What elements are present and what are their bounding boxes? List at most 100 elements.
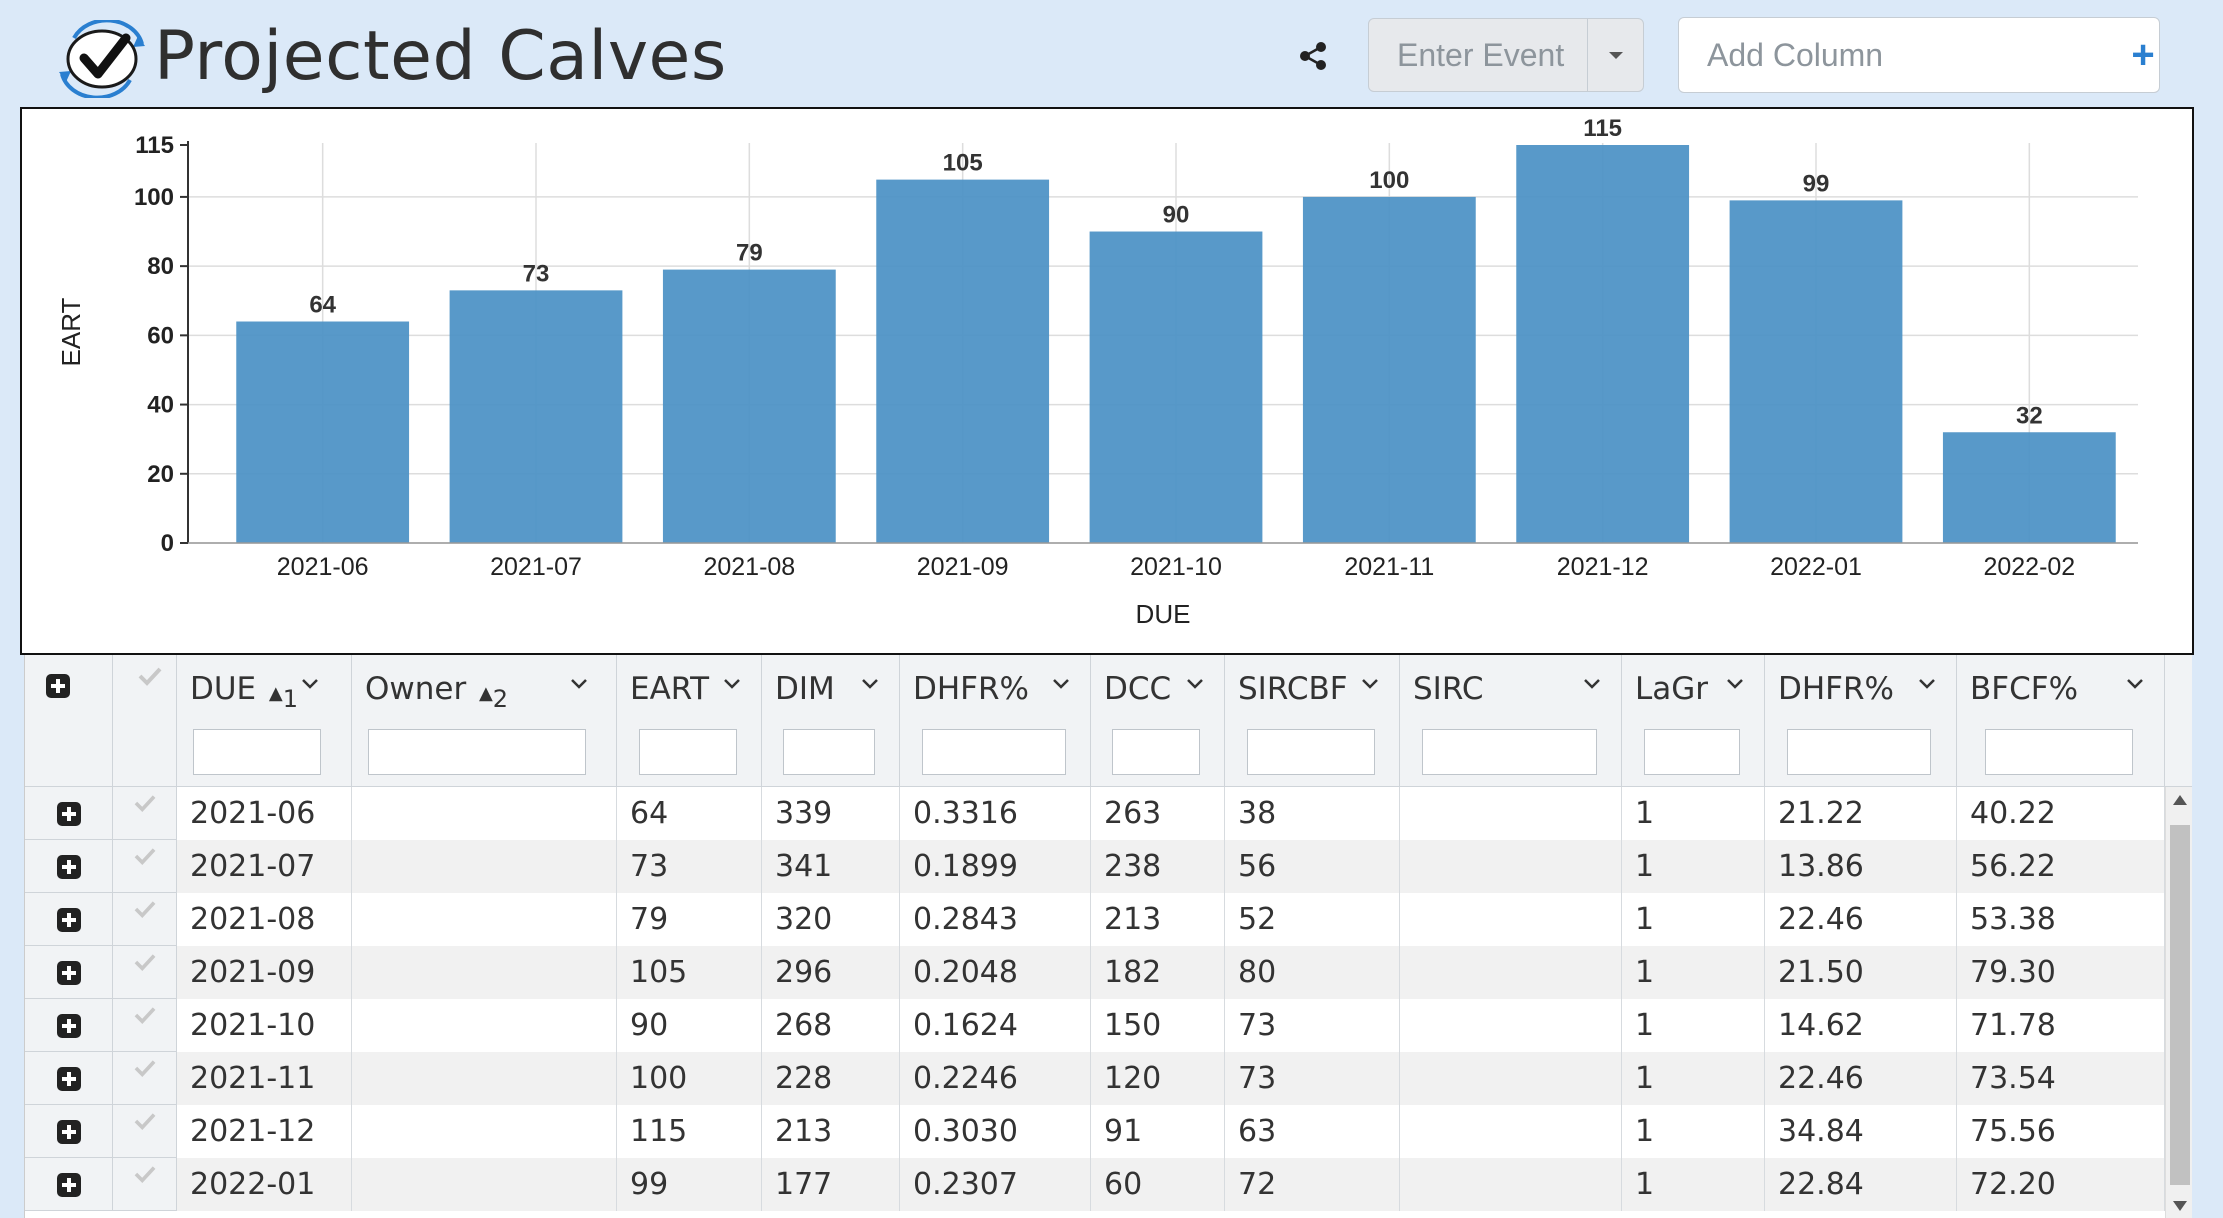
scroll-thumb[interactable]: [2170, 825, 2190, 1185]
cell-dhfr1[interactable]: 0.2048: [900, 946, 1091, 999]
column-menu-chevron-icon[interactable]: [1917, 677, 1941, 701]
cell-owner[interactable]: [352, 946, 617, 999]
cell-dhfr1[interactable]: 0.2307: [900, 1158, 1091, 1211]
cell-dim[interactable]: 339: [762, 787, 900, 840]
row-expand-button[interactable]: [25, 1158, 113, 1211]
cell-dcc[interactable]: 150: [1091, 999, 1225, 1052]
column-menu-chevron-icon[interactable]: [569, 677, 593, 701]
cell-due[interactable]: 2021-06: [177, 787, 352, 840]
row-select-checkbox[interactable]: [113, 946, 177, 999]
column-menu-chevron-icon[interactable]: [1185, 677, 1209, 701]
table-row[interactable]: 2021-11 100 228 0.2246 120 73 1 22.46 73.54: [25, 1052, 2165, 1105]
cell-eart[interactable]: 90: [617, 999, 762, 1052]
cell-dcc[interactable]: 91: [1091, 1105, 1225, 1158]
column-filter-input[interactable]: [1422, 729, 1597, 775]
row-select-checkbox[interactable]: [113, 1105, 177, 1158]
cell-dhfr1[interactable]: 0.2843: [900, 893, 1091, 946]
cell-dhfr1[interactable]: 0.2246: [900, 1052, 1091, 1105]
column-filter-input[interactable]: [1787, 729, 1931, 775]
column-header-sirc[interactable]: SIRC: [1400, 655, 1622, 787]
cell-eart[interactable]: 100: [617, 1052, 762, 1105]
cell-dim[interactable]: 268: [762, 999, 900, 1052]
share-button[interactable]: [1292, 34, 1336, 78]
column-menu-chevron-icon[interactable]: [722, 677, 746, 701]
cell-dim[interactable]: 296: [762, 946, 900, 999]
column-menu-chevron-icon[interactable]: [300, 677, 324, 701]
cell-dcc[interactable]: 263: [1091, 787, 1225, 840]
cell-dcc[interactable]: 120: [1091, 1052, 1225, 1105]
cell-dcc[interactable]: 238: [1091, 840, 1225, 893]
row-select-checkbox[interactable]: [113, 787, 177, 840]
cell-lagr[interactable]: 1: [1622, 1052, 1765, 1105]
cell-owner[interactable]: [352, 893, 617, 946]
column-filter-input[interactable]: [193, 729, 321, 775]
cell-dim[interactable]: 228: [762, 1052, 900, 1105]
table-row[interactable]: 2021-09 105 296 0.2048 182 80 1 21.50 79.30: [25, 946, 2165, 999]
column-header-bfcf[interactable]: BFCF%: [1957, 655, 2165, 787]
row-expand-button[interactable]: [25, 1052, 113, 1105]
column-header-eart[interactable]: EART: [617, 655, 762, 787]
column-filter-input[interactable]: [922, 729, 1066, 775]
column-filter-input[interactable]: [783, 729, 875, 775]
row-expand-button[interactable]: [25, 840, 113, 893]
enter-event-dropdown[interactable]: Enter Event: [1368, 18, 1644, 92]
scroll-down-arrow-icon[interactable]: [2173, 1201, 2187, 1211]
cell-lagr[interactable]: 1: [1622, 787, 1765, 840]
cell-dim[interactable]: 320: [762, 893, 900, 946]
add-column-plus-button[interactable]: +: [2127, 18, 2159, 92]
cell-due[interactable]: 2021-09: [177, 946, 352, 999]
row-expand-button[interactable]: [25, 999, 113, 1052]
cell-sircbf[interactable]: 63: [1225, 1105, 1400, 1158]
cell-due[interactable]: 2021-07: [177, 840, 352, 893]
cell-due[interactable]: 2021-08: [177, 893, 352, 946]
column-header-due[interactable]: DUE ▲1: [177, 655, 352, 787]
cell-eart[interactable]: 64: [617, 787, 762, 840]
row-select-checkbox[interactable]: [113, 1052, 177, 1105]
column-header-dcc[interactable]: DCC: [1091, 655, 1225, 787]
row-select-checkbox[interactable]: [113, 1158, 177, 1211]
column-menu-chevron-icon[interactable]: [860, 677, 884, 701]
cell-sircbf[interactable]: 52: [1225, 893, 1400, 946]
cell-sirc[interactable]: [1400, 787, 1622, 840]
cell-eart[interactable]: 105: [617, 946, 762, 999]
enter-event-button[interactable]: Enter Event: [1397, 36, 1565, 73]
cell-due[interactable]: 2021-12: [177, 1105, 352, 1158]
cell-due[interactable]: 2022-01: [177, 1158, 352, 1211]
cell-sirc[interactable]: [1400, 1052, 1622, 1105]
cell-dhfr1[interactable]: 0.3030: [900, 1105, 1091, 1158]
table-row[interactable]: 2021-08 79 320 0.2843 213 52 1 22.46 53.38: [25, 893, 2165, 946]
column-header-dhfr1[interactable]: DHFR%: [900, 655, 1091, 787]
event-caret-button[interactable]: [1587, 19, 1643, 91]
cell-sircbf[interactable]: 73: [1225, 1052, 1400, 1105]
cell-lagr[interactable]: 1: [1622, 1158, 1765, 1211]
cell-bfcf[interactable]: 53.38: [1957, 893, 2165, 946]
cell-due[interactable]: 2021-10: [177, 999, 352, 1052]
column-filter-input[interactable]: [639, 729, 737, 775]
row-select-checkbox[interactable]: [113, 893, 177, 946]
cell-sircbf[interactable]: 56: [1225, 840, 1400, 893]
cell-sircbf[interactable]: 72: [1225, 1158, 1400, 1211]
cell-dcc[interactable]: 182: [1091, 946, 1225, 999]
cell-dcc[interactable]: 213: [1091, 893, 1225, 946]
cell-due[interactable]: 2021-11: [177, 1052, 352, 1105]
cell-owner[interactable]: [352, 1158, 617, 1211]
cell-lagr[interactable]: 1: [1622, 893, 1765, 946]
column-filter-input[interactable]: [1112, 729, 1200, 775]
cell-eart[interactable]: 99: [617, 1158, 762, 1211]
table-row[interactable]: 2021-10 90 268 0.1624 150 73 1 14.62 71.78: [25, 999, 2165, 1052]
column-menu-chevron-icon[interactable]: [1051, 677, 1075, 701]
cell-lagr[interactable]: 1: [1622, 999, 1765, 1052]
cell-dhfr2[interactable]: 22.46: [1765, 893, 1957, 946]
cell-dhfr2[interactable]: 34.84: [1765, 1105, 1957, 1158]
column-header-dim[interactable]: DIM: [762, 655, 900, 787]
column-header-owner[interactable]: Owner ▲2: [352, 655, 617, 787]
column-header-lagr[interactable]: LaGr: [1622, 655, 1765, 787]
column-filter-input[interactable]: [368, 729, 586, 775]
column-header-sircbf[interactable]: SIRCBF: [1225, 655, 1400, 787]
cell-dhfr1[interactable]: 0.3316: [900, 787, 1091, 840]
column-menu-chevron-icon[interactable]: [1725, 677, 1749, 701]
table-row[interactable]: 2021-06 64 339 0.3316 263 38 1 21.22 40.22: [25, 787, 2165, 840]
cell-dhfr2[interactable]: 22.46: [1765, 1052, 1957, 1105]
column-header-dhfr2[interactable]: DHFR%: [1765, 655, 1957, 787]
cell-eart[interactable]: 73: [617, 840, 762, 893]
